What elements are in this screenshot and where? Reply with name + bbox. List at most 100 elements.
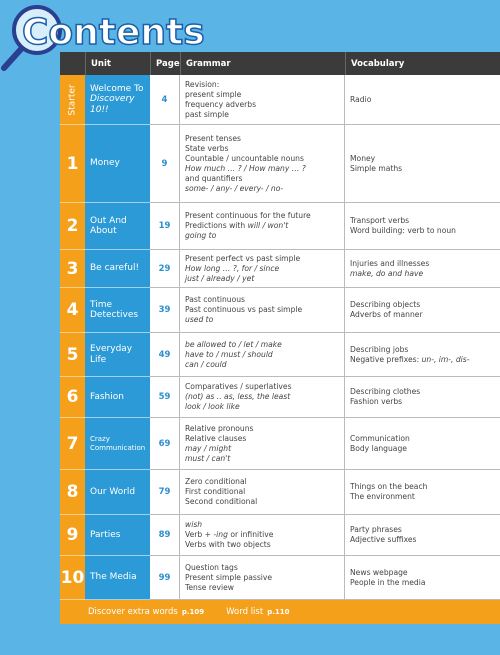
text: Crazy: [90, 434, 110, 443]
line: and quantifiers: [185, 174, 344, 184]
column-header: Page: [150, 52, 180, 75]
line: Life: [90, 355, 150, 366]
line: Communication: [90, 444, 150, 453]
unit-name: Be careful!: [85, 250, 150, 288]
text: Communication: [350, 433, 410, 443]
unit-number-text: 1: [66, 153, 79, 174]
line: Present simple passive: [185, 573, 344, 583]
unit-name: Everyday Life: [85, 333, 150, 377]
page-number: 59: [150, 377, 180, 418]
line: Tense review: [185, 583, 344, 593]
italic-text: un-, im-, dis-: [421, 354, 470, 364]
vocabulary: Radio: [345, 75, 500, 125]
line: Transport verbs: [350, 216, 500, 226]
text: Money: [90, 158, 120, 169]
line: State verbs: [185, 144, 344, 154]
footer-label: Discover extra words: [88, 607, 178, 617]
magnifier-lens: [12, 5, 62, 55]
footer: Discover extra words p.109 Word list p.110: [60, 600, 500, 624]
line: Verb + -ing or infinitive: [185, 530, 344, 540]
line: Money: [350, 154, 500, 164]
vocabulary: Describing jobs Negative prefixes: un-, i…: [345, 333, 500, 377]
text: Adjective suffixes: [350, 535, 417, 544]
line: make, do and have: [350, 269, 500, 279]
unit-number-text: Starter: [67, 83, 78, 116]
line: Adverbs of manner: [350, 310, 500, 320]
text: Word building: verb to noun: [350, 226, 456, 235]
unit-number: 9: [60, 515, 85, 556]
text: Negative prefixes:: [350, 354, 422, 364]
italic-text: How long … ?, for / since: [185, 263, 280, 273]
page-number: 9: [150, 125, 180, 203]
italic-text: going to: [185, 231, 217, 240]
text: Zero conditional: [185, 477, 247, 486]
line: Money: [90, 158, 150, 169]
italic-text: (not) as .. as, less, the least: [185, 392, 291, 401]
line: 10!!: [90, 105, 150, 116]
line: Parties: [90, 530, 150, 541]
text: People in the media: [350, 577, 426, 587]
line: Describing objects: [350, 300, 500, 310]
magnifier-handle: [1, 45, 25, 71]
line: Everyday: [90, 344, 150, 355]
italic-text: just / already / yet: [185, 273, 255, 283]
unit-number-text: 2: [66, 216, 79, 236]
unit-name: Money: [85, 125, 150, 203]
text: Communication: [90, 443, 146, 452]
line: Relative clauses: [185, 434, 344, 444]
line: present simple: [185, 90, 344, 100]
line: Welcome To: [90, 84, 150, 95]
title-graphic: Contents: [1, 5, 205, 71]
unit-number: 6: [60, 377, 85, 418]
page-number: 69: [150, 418, 180, 470]
unit-number-text: 5: [66, 344, 79, 365]
unit-number-text: 4: [66, 300, 79, 320]
text: Injuries and illnesses: [350, 258, 430, 268]
line: Party phrases: [350, 525, 500, 535]
line: Things on the beach: [350, 482, 500, 492]
grammar: Revision: present simple frequency adverbs…: [180, 75, 345, 125]
unit-number: Starter: [60, 75, 85, 125]
text: Fashion: [90, 391, 124, 402]
vocabulary: Communication Body language: [345, 418, 500, 470]
text: Party phrases: [350, 525, 402, 534]
text: Describing clothes: [350, 387, 421, 396]
grammar: Present continuous for the future Predict…: [180, 203, 345, 250]
text: Time: [90, 299, 113, 310]
unit-number-text: 7: [66, 433, 79, 454]
line: Communication: [350, 434, 500, 444]
text: Verb +: [185, 530, 214, 539]
line: some- / any- / every- / no-: [185, 184, 344, 194]
text: Present perfect vs past simple: [185, 253, 301, 263]
line: just / already / yet: [185, 274, 344, 284]
text: Relative clauses: [185, 433, 247, 443]
line: Revision:: [185, 80, 344, 90]
text: News webpage: [350, 567, 408, 577]
unit-number: 7: [60, 418, 85, 470]
grammar: Question tags Present simple passive Tense…: [180, 556, 345, 600]
italic-text: may / might: [185, 443, 232, 453]
footer-page: p.110: [267, 608, 290, 616]
line: Simple maths: [350, 164, 500, 174]
line: About: [90, 226, 150, 237]
line: going to: [185, 231, 344, 241]
text: past simple: [185, 109, 229, 119]
unit-name: Parties: [85, 515, 150, 556]
unit-number: 3: [60, 250, 85, 288]
italic-text: must / can't: [185, 453, 231, 463]
italic-text: look / look like: [185, 402, 240, 411]
text: Out And: [90, 215, 127, 226]
line: How much … ? / How many … ?: [185, 164, 344, 174]
unit-number: 8: [60, 470, 85, 515]
line: may / might: [185, 444, 344, 454]
line: Question tags: [185, 563, 344, 573]
line: People in the media: [350, 578, 500, 588]
line: wish: [185, 520, 344, 530]
text: Money: [350, 153, 376, 163]
unit-number: 5: [60, 333, 85, 377]
text: Past continuous: [185, 295, 246, 304]
grammar: Present tenses State verbs Countable / unc…: [180, 125, 345, 203]
unit-number: 2: [60, 203, 85, 250]
italic-text: will / won't: [247, 221, 289, 230]
text: Comparatives / superlatives: [185, 382, 292, 391]
